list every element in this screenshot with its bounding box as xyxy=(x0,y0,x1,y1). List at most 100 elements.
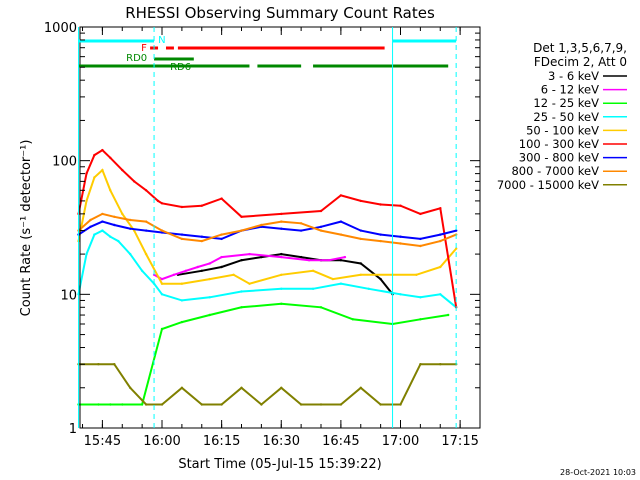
legend-header-line-2: FDecim 2, Att 0 xyxy=(534,55,627,69)
series-5-point xyxy=(208,277,211,281)
series-6-point xyxy=(85,172,88,175)
series-7-point xyxy=(180,233,184,236)
series-8-point xyxy=(180,237,184,241)
series-2-point xyxy=(343,255,347,259)
series-3-point xyxy=(208,313,211,317)
legend-label-6: 100 - 300 keV xyxy=(519,137,599,151)
series-8-point xyxy=(89,218,92,222)
x-tick-label: 17:15 xyxy=(441,434,478,449)
series-1-point xyxy=(379,277,382,281)
series-7-point xyxy=(89,225,92,228)
series-3-point xyxy=(240,306,243,309)
series-8-point xyxy=(101,212,104,216)
series-5-point xyxy=(180,282,184,285)
series-2-point xyxy=(208,262,211,265)
series-6-point xyxy=(359,199,362,203)
series-4-point xyxy=(339,282,343,285)
series-8-point xyxy=(399,242,402,245)
series-2-point xyxy=(248,252,251,256)
series-6-point xyxy=(399,204,402,207)
series-3-point xyxy=(280,302,283,305)
series-1-point xyxy=(339,259,343,262)
series-8-point xyxy=(113,215,116,218)
series-1-point xyxy=(200,269,203,272)
y-axis-label: Count Rate (s⁻¹ detector⁻¹) xyxy=(19,140,34,317)
series-6-point xyxy=(379,203,382,206)
series-4-point xyxy=(129,252,132,256)
x-tick-label: 16:45 xyxy=(322,434,359,449)
series-9-point xyxy=(113,363,116,366)
series-8-point xyxy=(439,239,442,243)
series-line-8 xyxy=(77,212,457,248)
series-6-point xyxy=(180,205,184,209)
series-2-point xyxy=(220,255,223,259)
y-tick-label: 1000 xyxy=(44,21,77,36)
series-3-point xyxy=(419,318,422,321)
series-9-point xyxy=(379,403,382,406)
series-7-point xyxy=(280,227,283,230)
series-9-point xyxy=(160,403,164,406)
series-5-point xyxy=(160,282,164,285)
series-7-point xyxy=(419,237,422,241)
series-2-point xyxy=(160,277,164,281)
series-5-point xyxy=(93,176,96,179)
flag-label-n: N xyxy=(158,35,165,46)
series-4-point xyxy=(311,287,315,290)
series-5-point xyxy=(311,269,315,272)
legend: Det 1,3,5,6,7,9, FDecim 2, Att 0 3 - 6 k… xyxy=(497,41,627,192)
x-axis-ticks: 15:45 16:00 16:15 16:30 16:45 17:00 17:15 xyxy=(82,27,481,449)
series-6-point xyxy=(339,194,343,197)
series-5-point xyxy=(101,168,104,172)
legend-label-3: 12 - 25 keV xyxy=(533,96,599,110)
series-1-point xyxy=(240,259,243,262)
series-8-point xyxy=(129,218,132,222)
series-8-point xyxy=(260,223,263,227)
series-6-point xyxy=(93,153,96,157)
series-5-point xyxy=(85,199,88,203)
series-5-point xyxy=(415,273,418,276)
series-7-point xyxy=(113,223,116,227)
series-6-point xyxy=(419,212,422,216)
legend-label-9: 7000 - 15000 keV xyxy=(497,178,599,192)
series-6-point xyxy=(319,209,323,213)
series-line-2 xyxy=(153,253,346,281)
series-5-point xyxy=(248,282,251,285)
series-9-point xyxy=(200,403,203,406)
series-6-point xyxy=(280,212,283,216)
series-3-point xyxy=(160,327,164,331)
vertical-lines xyxy=(78,27,457,428)
legend-label-7: 300 - 800 keV xyxy=(519,151,599,165)
series-7-point xyxy=(200,235,203,238)
series-9-point xyxy=(399,403,402,406)
legend-label-2: 6 - 12 keV xyxy=(541,83,599,97)
series-6-point xyxy=(439,207,442,210)
series-7-point xyxy=(399,235,402,238)
series-3-point xyxy=(109,403,112,406)
series-8-point xyxy=(319,229,323,232)
series-9-point xyxy=(260,403,263,406)
series-5-point xyxy=(232,273,235,276)
series-6-point xyxy=(156,199,160,203)
flag-label-rd0: RD0 xyxy=(126,53,147,64)
series-8-point xyxy=(240,229,243,232)
series-8-point xyxy=(299,222,303,225)
flag-label-f: F xyxy=(141,43,147,54)
y-tick-label: 10 xyxy=(60,288,77,303)
series-4-point xyxy=(93,233,96,236)
series-9-point xyxy=(180,386,184,389)
series-3-point xyxy=(351,318,354,321)
series-5-point xyxy=(331,277,335,281)
series-7-point xyxy=(220,237,223,241)
series-1-point xyxy=(359,262,362,265)
x-tick-label: 16:15 xyxy=(203,434,240,449)
series-9-point xyxy=(439,363,442,366)
series-7-point xyxy=(144,229,148,232)
series-5-point xyxy=(144,252,148,256)
series-6-point xyxy=(121,168,124,172)
series-9-point xyxy=(319,403,323,406)
series-3-point xyxy=(319,306,323,309)
y-axis-ticks: 1 10 100 1000 xyxy=(44,21,480,437)
series-3-point xyxy=(121,403,124,406)
series-7-point xyxy=(439,233,442,236)
